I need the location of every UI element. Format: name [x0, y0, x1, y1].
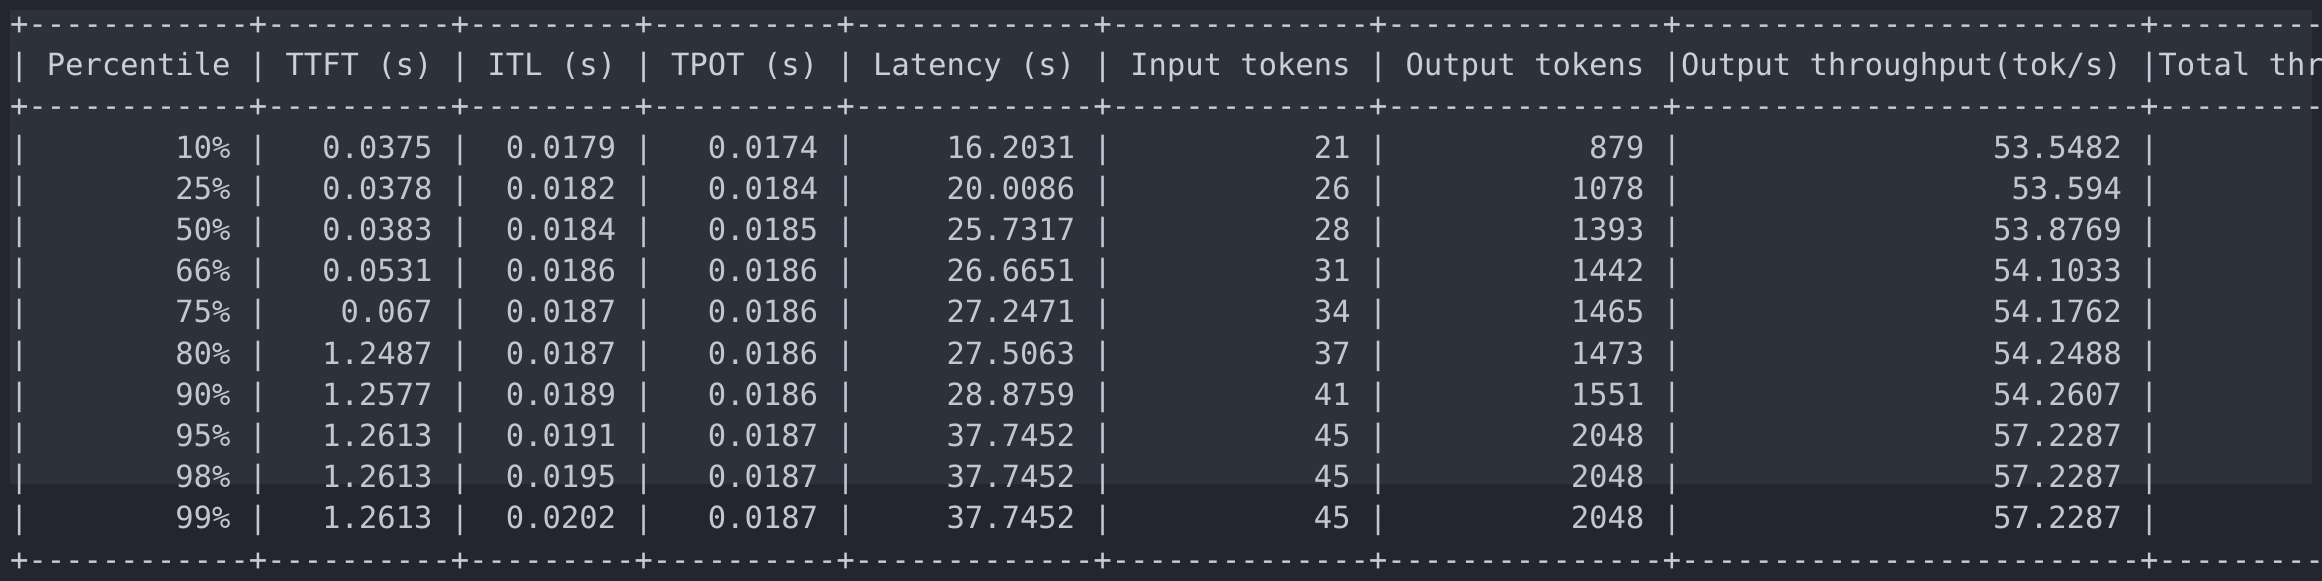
terminal-window: +------------+----------+---------+-----…	[10, 7, 2322, 578]
percentile-statistics-table: +------------+----------+---------+-----…	[10, 7, 2322, 578]
table-background-panel	[10, 10, 2312, 484]
